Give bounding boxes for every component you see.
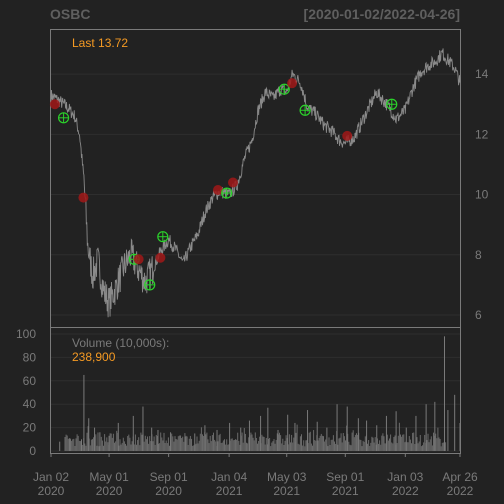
price-tick-label: 12 [475,127,489,141]
volume-tick-label: 80 [23,350,37,364]
price-gridlines [51,73,460,316]
sell-marker [155,252,166,263]
volume-bars [59,336,461,451]
last-price-label: Last 13.72 [72,36,128,50]
price-tick-label: 10 [475,188,489,202]
date-tick-year: 2020 [96,484,123,498]
chart-symbol-title: OSBC [50,6,90,22]
volume-label: Volume (10,000s): [72,336,169,350]
price-axis: 6 8 10 12 14 [475,67,489,322]
volume-axis: 0 20 40 60 80 100 [16,327,36,458]
date-tick-year: 2022 [447,484,474,498]
date-tick-label: Jan 02 [33,470,69,484]
buy-marker [299,104,311,116]
price-tick-label: 6 [475,308,482,322]
date-tick-year: 2021 [273,484,300,498]
volume-last-value: 238,900 [72,350,116,364]
volume-tick-label: 100 [16,327,36,341]
sell-marker [133,254,144,265]
price-tick-label: 8 [475,248,482,262]
date-tick-label: Jan 03 [387,470,423,484]
sell-marker [212,185,223,196]
date-tick-label: Apr 26 [442,470,478,484]
date-tick-year: 2021 [332,484,359,498]
volume-tick-label: 60 [23,374,37,388]
price-line [50,48,461,318]
sell-marker [227,177,238,188]
date-tick-label: Sep 01 [326,470,364,484]
sell-marker [287,78,298,89]
date-tick-year: 2022 [392,484,419,498]
chart-date-range: [2020-01-02/2022-04-26] [304,6,460,22]
volume-tick-label: 20 [23,421,37,435]
date-tick-label: May 03 [267,470,307,484]
trade-markers [49,78,398,291]
buy-marker [157,231,169,243]
buy-marker [278,83,290,95]
date-tick-label: Sep 01 [150,470,188,484]
date-tick-year: 2020 [38,484,65,498]
buy-marker [144,279,156,291]
volume-tick-label: 40 [23,397,37,411]
sell-marker [342,130,353,141]
date-tick-label: Jan 04 [211,470,247,484]
date-tick-year: 2020 [155,484,182,498]
volume-panel-border [50,327,461,454]
volume-tick-label: 0 [29,444,36,458]
buy-marker [57,112,70,124]
price-series [50,48,461,318]
sell-marker [78,192,89,203]
date-tick-label: May 01 [89,470,129,484]
buy-marker [221,187,233,199]
sell-marker [49,99,60,110]
buy-marker [386,98,398,110]
date-tick-year: 2021 [216,484,243,498]
price-tick-label: 14 [475,67,489,81]
